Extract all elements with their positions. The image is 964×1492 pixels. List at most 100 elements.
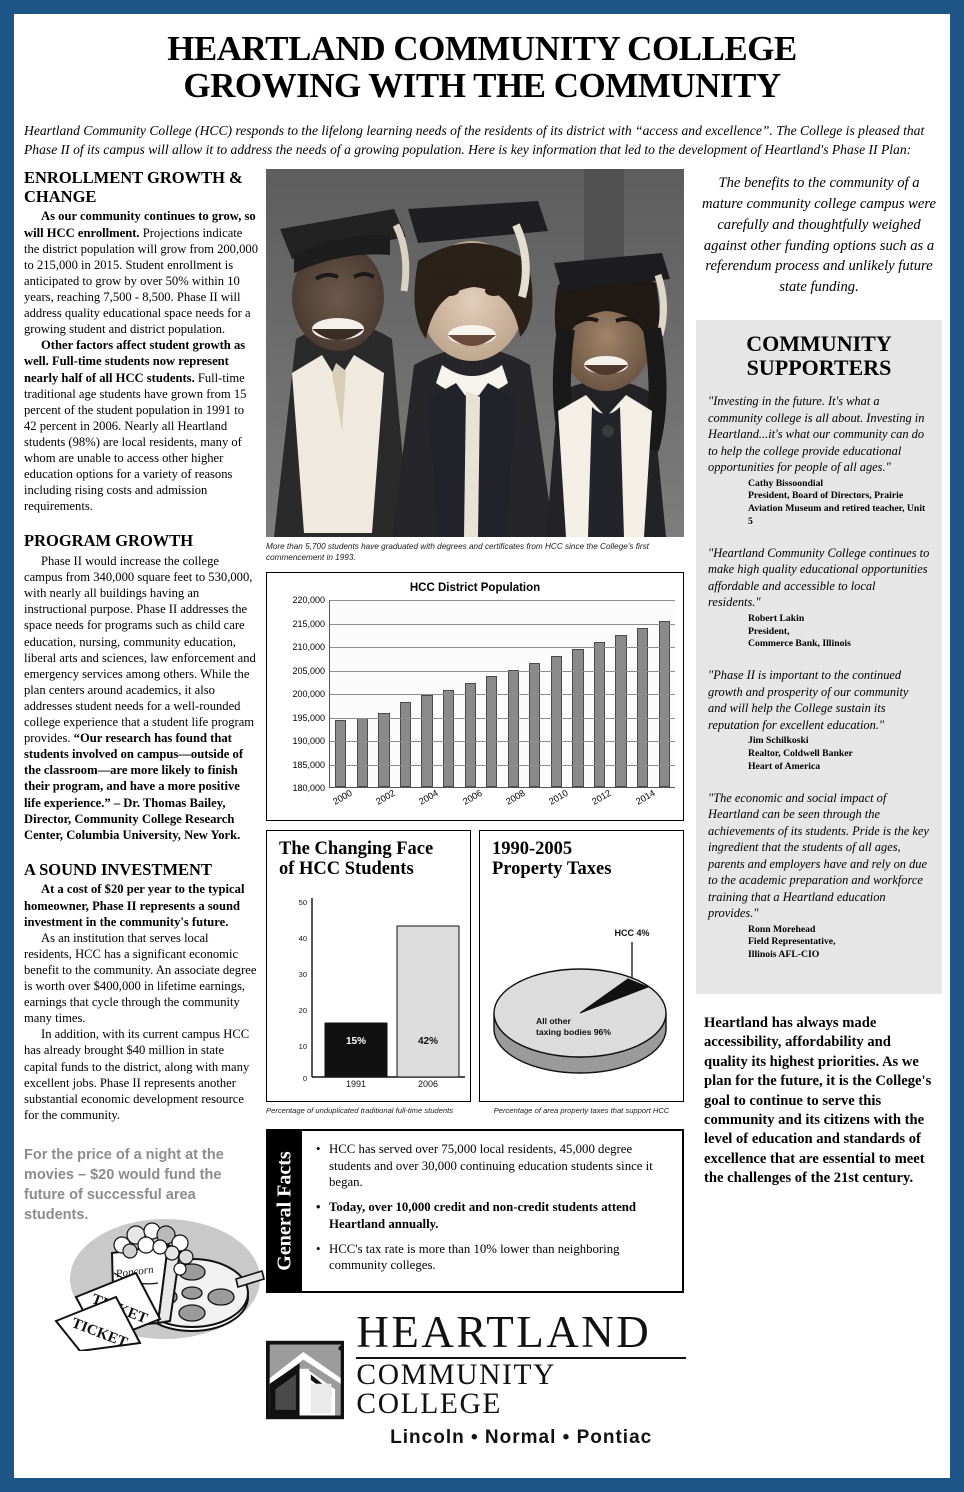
pie-label-hcc: HCC 4% xyxy=(614,928,649,938)
enrollment-p1-rest: Projections indicate the district popula… xyxy=(24,225,259,337)
attribution-line: Illinois AFL-CIO xyxy=(748,949,820,961)
population-ytick-220000: 220,000 xyxy=(292,595,325,606)
population-chart-plot-area xyxy=(329,600,675,789)
population-xtick-2012: 2012 xyxy=(590,788,614,807)
svg-text:50: 50 xyxy=(299,898,307,907)
movie-callout-block: For the price of a night at the movies –… xyxy=(24,1145,265,1352)
attribution-line: Ronn Morehead xyxy=(748,923,816,935)
general-fact-1: HCC has served over 75,000 local residen… xyxy=(316,1141,670,1190)
supporters-title-l2: SUPPORTERS xyxy=(746,355,892,381)
bar xyxy=(399,701,412,788)
population-xtick-2010: 2010 xyxy=(547,788,570,807)
supporter-quote-2: "Heartland Community College continues t… xyxy=(708,545,930,610)
population-bar-2013 xyxy=(610,600,632,788)
population-bar-2010 xyxy=(546,600,568,788)
program-paragraph: Phase II would increase the college camp… xyxy=(24,553,258,843)
gridline xyxy=(330,741,675,743)
population-bar-2008 xyxy=(503,600,525,788)
xtick-2006: 2006 xyxy=(418,1079,438,1088)
attribution-line: Commerce Bank, Illinois xyxy=(748,638,851,650)
pie-label-other-l2: taxing bodies 96% xyxy=(536,1027,611,1037)
population-bar-2000 xyxy=(330,600,352,788)
supporter-quote-3: "Phase II is important to the continued … xyxy=(708,668,909,732)
investment-paragraph-3: In addition, with its current campus HCC… xyxy=(24,1027,250,1122)
enrollment-p2-rest: Full-time traditional age students have … xyxy=(24,370,247,514)
hcc-logo: HEARTLAND COMMUNITY COLLEGE Lincoln • No… xyxy=(266,1306,686,1449)
supporter-attribution-2: Robert Lakin President, Commerce Bank, Ill… xyxy=(748,613,930,651)
population-ytick-205000: 205,000 xyxy=(292,665,325,676)
gridline xyxy=(330,623,675,625)
supporter-attribution-4: Ronn Morehead Field Representative, Illino… xyxy=(748,924,930,962)
population-ytick-185000: 185,000 xyxy=(292,759,325,770)
center-column: More than 5,700 students have graduated … xyxy=(266,169,686,1448)
heading-enrollment-growth: ENROLLMENT GROWTH & CHANGE xyxy=(24,168,243,206)
attribution-line: Robert Lakin xyxy=(748,612,805,624)
investment-p1-lead: At a cost of $20 per year to the typical… xyxy=(24,882,245,929)
mini-charts-row: The Changing Face of HCC Students 50 40 30… xyxy=(266,830,686,1103)
gridline xyxy=(330,694,675,696)
population-bar-2005 xyxy=(438,600,460,788)
attribution-line: President, Board of Directors, Prairie A… xyxy=(748,490,926,527)
gridline xyxy=(330,670,675,672)
enrollment-paragraph-2: Other factors affect student growth as w… xyxy=(24,337,258,514)
bar xyxy=(658,621,670,788)
chart2-caption: Percentage of area property taxes that s… xyxy=(493,1106,670,1116)
population-chart-title: HCC District Population xyxy=(409,582,541,595)
heading-program-growth: PROGRAM GROWTH xyxy=(24,531,194,551)
logo-line-2: COMMUNITY COLLEGE xyxy=(356,1358,555,1421)
attribution-line: Jim Schilkoski xyxy=(748,735,809,747)
general-facts-box: General Facts HCC has served over 75,000… xyxy=(266,1129,684,1293)
supporter-attribution-3: Jim Schilkoski Realtor, Coldwell Banker He… xyxy=(748,735,930,773)
investment-paragraph-2: As an institution that serves local resi… xyxy=(24,930,257,1026)
property-taxes-chart: 1990-2005 Property Taxes HCC 4% All othe… xyxy=(479,830,684,1103)
population-ytick-210000: 210,000 xyxy=(292,642,325,653)
bar xyxy=(615,635,627,788)
population-xtick-2008: 2008 xyxy=(503,788,527,807)
chart1-caption: Percentage of unduplicated traditional f… xyxy=(266,1106,454,1116)
gridline xyxy=(330,647,675,649)
population-bar-2012 xyxy=(589,600,611,788)
property-taxes-title-l1: 1990-2005 xyxy=(492,839,573,860)
enrollment-p2-lead: Other factors affect student growth as w… xyxy=(24,338,246,385)
community-supporters-panel: COMMUNITY SUPPORTERS "Investing in the f… xyxy=(696,319,942,994)
bar-label-2006: 42% xyxy=(418,1036,438,1047)
population-ytick-190000: 190,000 xyxy=(292,736,325,747)
population-xtick-2000: 2000 xyxy=(330,788,354,807)
population-ytick-200000: 200,000 xyxy=(292,689,325,700)
property-taxes-title: 1990-2005 Property Taxes xyxy=(492,839,683,880)
general-fact-2: Today, over 10,000 credit and non-credit… xyxy=(316,1199,670,1232)
bar-label-1991: 15% xyxy=(346,1036,366,1047)
left-column: ENROLLMENT GROWTH & CHANGE As our commun… xyxy=(24,168,266,1352)
svg-text:40: 40 xyxy=(299,934,307,943)
property-taxes-title-l2: Property Taxes xyxy=(492,859,612,880)
attribution-line: Heart of America xyxy=(748,760,821,772)
bar xyxy=(421,695,433,788)
population-xtick-2004: 2004 xyxy=(417,788,441,807)
svg-text:20: 20 xyxy=(299,1006,307,1015)
gridline xyxy=(330,600,675,602)
investment-paragraph-1: At a cost of $20 per year to the typical… xyxy=(24,881,258,929)
bar xyxy=(593,641,606,788)
population-bar-2015 xyxy=(653,600,675,788)
population-ytick-215000: 215,000 xyxy=(292,618,325,629)
population-bar-2014 xyxy=(632,600,654,788)
supporter-quote-4: "The economic and social impact of Heart… xyxy=(708,790,929,921)
population-bar-2002 xyxy=(373,600,395,788)
general-facts-tab: General Facts xyxy=(268,1131,302,1291)
bar xyxy=(507,669,519,788)
population-bar-2006 xyxy=(459,600,481,788)
xtick-1991: 1991 xyxy=(346,1079,366,1088)
attribution-line: President, xyxy=(748,625,790,637)
title-line-1: HEARTLAND COMMUNITY COLLEGE xyxy=(167,29,797,68)
changing-face-title-l1: The Changing Face xyxy=(279,839,434,860)
photo-caption: More than 5,700 students have graduated … xyxy=(266,542,649,563)
logo-line-1: HEARTLAND xyxy=(356,1306,652,1357)
supporters-title-l1: COMMUNITY xyxy=(746,330,892,356)
page-title: HEARTLAND COMMUNITY COLLEGE GROWING WITH… xyxy=(20,30,944,105)
right-column: The benefits to the community of a matur… xyxy=(686,169,942,1188)
bar xyxy=(378,713,390,788)
popcorn-label: Popcorn xyxy=(114,1264,155,1281)
gridline xyxy=(330,717,675,719)
general-facts-tab-label: General Facts xyxy=(273,1151,296,1271)
intro-paragraph: Heartland Community College (HCC) respon… xyxy=(24,122,925,158)
